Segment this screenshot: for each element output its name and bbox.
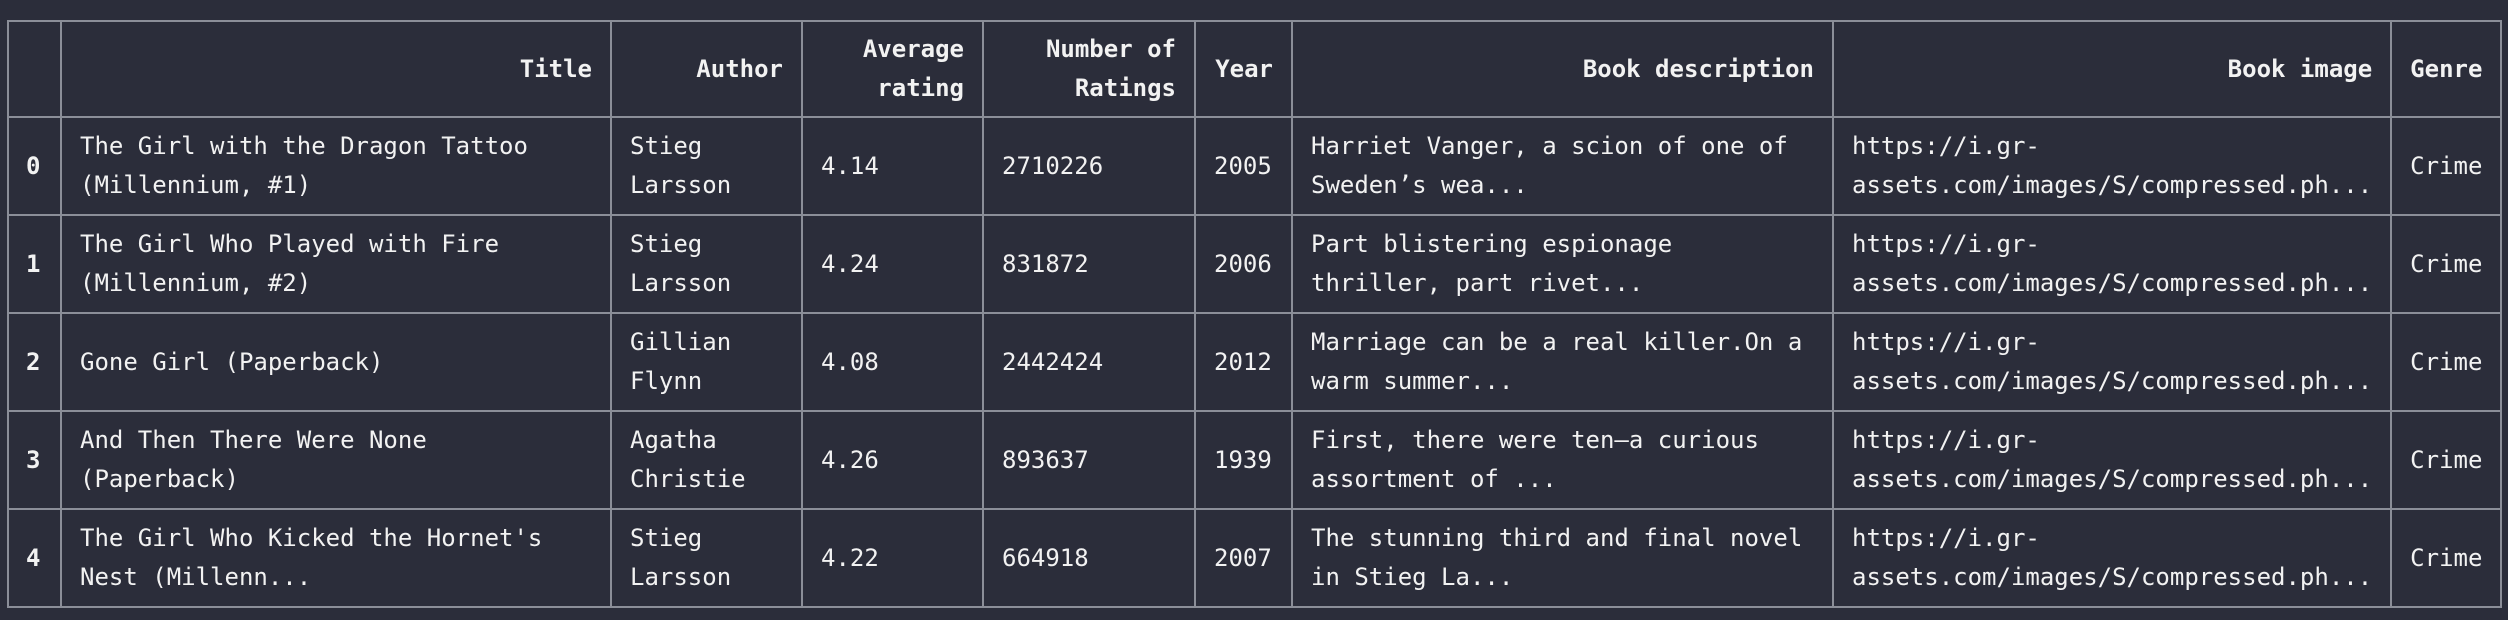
cell-year: 2006 bbox=[1194, 214, 1293, 314]
cell-book-image: https://i.gr-assets.com/images/S/compres… bbox=[1831, 214, 2393, 314]
cell-number-of-ratings: 893637 bbox=[982, 410, 1196, 510]
cell-book-image: https://i.gr-assets.com/images/S/compres… bbox=[1831, 312, 2393, 412]
cell-year: 1939 bbox=[1194, 410, 1293, 510]
cell-author: Gillian Flynn bbox=[610, 312, 803, 412]
column-header-genre: Genre bbox=[2390, 20, 2503, 118]
cell-title: The Girl with the Dragon Tattoo (Millenn… bbox=[60, 116, 612, 216]
cell-year: 2012 bbox=[1194, 312, 1293, 412]
row-index: 1 bbox=[7, 214, 62, 314]
cell-title: Gone Girl (Paperback) bbox=[60, 312, 612, 412]
cell-author: Stieg Larsson bbox=[610, 214, 803, 314]
cell-average-rating: 4.08 bbox=[801, 312, 984, 412]
cell-number-of-ratings: 2442424 bbox=[982, 312, 1196, 412]
cell-number-of-ratings: 664918 bbox=[982, 508, 1196, 608]
table-row: 4 The Girl Who Kicked the Hornet's Nest … bbox=[7, 508, 2503, 608]
cell-number-of-ratings: 2710226 bbox=[982, 116, 1196, 216]
column-header-book-image: Book image bbox=[1831, 20, 2393, 118]
cell-year: 2005 bbox=[1194, 116, 1293, 216]
row-index: 3 bbox=[7, 410, 62, 510]
cell-book-description: Part blistering espionage thriller, part… bbox=[1291, 214, 1834, 314]
cell-genre: Crime bbox=[2390, 410, 2503, 510]
column-header-number-of-ratings: Number of Ratings bbox=[982, 20, 1196, 118]
column-header-book-description: Book description bbox=[1291, 20, 1834, 118]
column-header-average-rating: Average rating bbox=[801, 20, 984, 118]
cell-author: Stieg Larsson bbox=[610, 508, 803, 608]
cell-genre: Crime bbox=[2390, 214, 2503, 314]
row-index: 0 bbox=[7, 116, 62, 216]
cell-title: The Girl Who Kicked the Hornet's Nest (M… bbox=[60, 508, 612, 608]
cell-title: And Then There Were None (Paperback) bbox=[60, 410, 612, 510]
cell-book-description: The stunning third and final novel in St… bbox=[1291, 508, 1834, 608]
cell-author: Agatha Christie bbox=[610, 410, 803, 510]
cell-year: 2007 bbox=[1194, 508, 1293, 608]
cell-genre: Crime bbox=[2390, 116, 2503, 216]
cell-average-rating: 4.22 bbox=[801, 508, 984, 608]
cell-average-rating: 4.24 bbox=[801, 214, 984, 314]
cell-book-image: https://i.gr-assets.com/images/S/compres… bbox=[1831, 410, 2393, 510]
cell-average-rating: 4.26 bbox=[801, 410, 984, 510]
table-row: 1 The Girl Who Played with Fire (Millenn… bbox=[7, 214, 2503, 314]
header-row: Title Author Average rating Number of Ra… bbox=[7, 20, 2503, 118]
cell-genre: Crime bbox=[2390, 312, 2503, 412]
cell-average-rating: 4.14 bbox=[801, 116, 984, 216]
cell-number-of-ratings: 831872 bbox=[982, 214, 1196, 314]
row-index: 2 bbox=[7, 312, 62, 412]
cell-book-image: https://i.gr-assets.com/images/S/compres… bbox=[1831, 508, 2393, 608]
table-row: 3 And Then There Were None (Paperback) A… bbox=[7, 410, 2503, 510]
row-index: 4 bbox=[7, 508, 62, 608]
books-table: Title Author Average rating Number of Ra… bbox=[7, 20, 2503, 608]
cell-author: Stieg Larsson bbox=[610, 116, 803, 216]
index-header bbox=[7, 20, 62, 118]
cell-book-description: Marriage can be a real killer.On a warm … bbox=[1291, 312, 1834, 412]
column-header-title: Title bbox=[60, 20, 612, 118]
cell-book-image: https://i.gr-assets.com/images/S/compres… bbox=[1831, 116, 2393, 216]
cell-genre: Crime bbox=[2390, 508, 2503, 608]
column-header-year: Year bbox=[1194, 20, 1293, 118]
column-header-author: Author bbox=[610, 20, 803, 118]
cell-title: The Girl Who Played with Fire (Millenniu… bbox=[60, 214, 612, 314]
table-row: 2 Gone Girl (Paperback) Gillian Flynn 4.… bbox=[7, 312, 2503, 412]
table-row: 0 The Girl with the Dragon Tattoo (Mille… bbox=[7, 116, 2503, 216]
cell-book-description: Harriet Vanger, a scion of one of Sweden… bbox=[1291, 116, 1834, 216]
cell-book-description: First, there were ten—a curious assortme… bbox=[1291, 410, 1834, 510]
dataframe-output: Title Author Average rating Number of Ra… bbox=[7, 20, 2503, 608]
